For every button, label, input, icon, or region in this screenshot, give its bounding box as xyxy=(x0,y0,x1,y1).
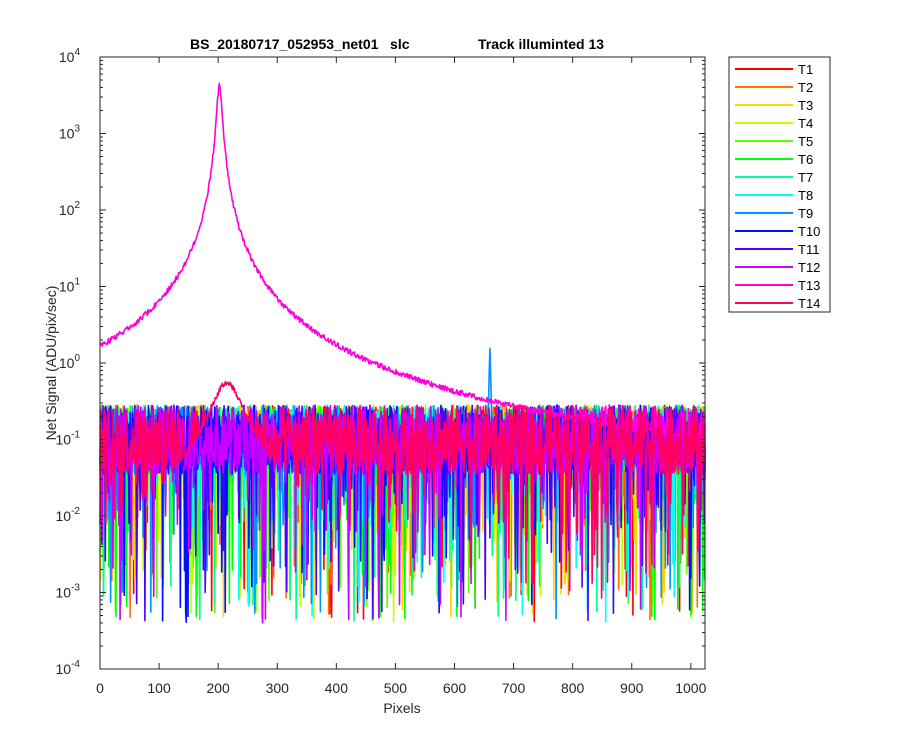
legend-box xyxy=(728,56,831,313)
y-tick-base: 10 xyxy=(59,355,75,371)
legend-label-t14: T14 xyxy=(798,296,820,311)
y-tick-base: 10 xyxy=(59,202,75,218)
legend-label-t12: T12 xyxy=(798,260,820,275)
y-axis-label: Net Signal (ADU/pix/sec) xyxy=(43,286,59,441)
y-tick-label: 10-3 xyxy=(56,583,81,601)
y-tick-base: 10 xyxy=(56,432,72,448)
series-line-t14 xyxy=(99,380,706,599)
y-tick-label: 10-2 xyxy=(56,506,81,524)
plot-lines xyxy=(99,82,706,624)
legend-label-t4: T4 xyxy=(798,116,813,131)
x-tick-label: 800 xyxy=(561,680,585,696)
legend-label-t6: T6 xyxy=(798,152,813,167)
legend-label-t1: T1 xyxy=(798,62,813,77)
y-tick-base: 10 xyxy=(56,661,72,677)
legend-label-t9: T9 xyxy=(798,206,813,221)
chart-title-left: BS_20180717_052953_net01 slc xyxy=(190,36,410,52)
y-tick-exponent: -4 xyxy=(71,659,80,670)
legend-label-t5: T5 xyxy=(798,134,813,149)
y-tick-label: 103 xyxy=(59,124,81,142)
y-tick-exponent: 1 xyxy=(74,277,80,288)
y-tick-label: 104 xyxy=(59,47,81,65)
y-tick-label: 10-1 xyxy=(56,430,81,448)
y-tick-exponent: 2 xyxy=(74,200,80,211)
legend-label-t11: T11 xyxy=(798,242,819,257)
x-tick-label: 300 xyxy=(266,680,290,696)
x-tick-label: 900 xyxy=(620,680,644,696)
y-tick-label: 100 xyxy=(59,353,81,371)
y-tick-base: 10 xyxy=(56,585,72,601)
x-tick-label: 0 xyxy=(96,680,104,696)
chart-title-right: Track illuminted 13 xyxy=(478,36,604,52)
legend-label-t8: T8 xyxy=(798,188,813,203)
y-tick-base: 10 xyxy=(59,49,75,65)
legend-label-t13: T13 xyxy=(798,278,820,293)
x-tick-label: 400 xyxy=(325,680,349,696)
y-tick-base: 10 xyxy=(56,508,72,524)
legend: T1 T2 T3 T4 T5 T6 T7 T8 T9 T10 T11 T12 T13 T14 xyxy=(728,56,831,313)
x-tick-label: 700 xyxy=(502,680,526,696)
legend-label-t3: T3 xyxy=(798,98,813,113)
y-tick-base: 10 xyxy=(59,279,75,295)
x-axis-label: Pixels xyxy=(383,700,420,716)
y-tick-label: 10-4 xyxy=(56,659,81,677)
x-tick-label: 600 xyxy=(443,680,467,696)
legend-label-t2: T2 xyxy=(798,80,813,95)
y-tick-label: 102 xyxy=(59,200,81,218)
y-tick-base: 10 xyxy=(59,126,75,142)
x-tick-label: 200 xyxy=(206,680,230,696)
y-tick-exponent: 3 xyxy=(74,124,80,135)
y-tick-label: 101 xyxy=(59,277,81,295)
legend-label-t10: T10 xyxy=(798,224,820,239)
y-tick-exponent: -2 xyxy=(71,506,80,517)
x-axis-ticks: 0 100 200 300 400 500 600 700 800 900 1000 xyxy=(96,57,707,696)
y-tick-exponent: 0 xyxy=(74,353,80,364)
y-tick-exponent: -3 xyxy=(71,583,80,594)
y-tick-exponent: 4 xyxy=(74,47,80,58)
x-tick-label: 100 xyxy=(147,680,171,696)
x-tick-label: 500 xyxy=(384,680,408,696)
y-tick-exponent: -1 xyxy=(71,430,80,441)
legend-label-t7: T7 xyxy=(798,170,813,185)
x-tick-label: 1000 xyxy=(675,680,706,696)
